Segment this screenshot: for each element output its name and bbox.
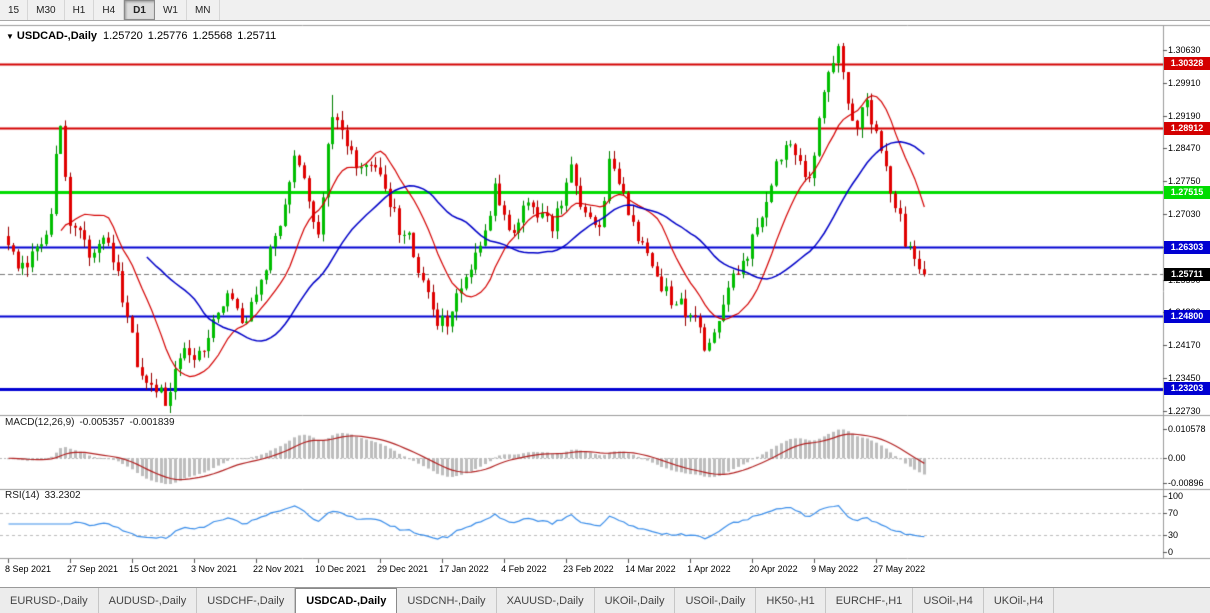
macd-signal-value: -0.001839 <box>129 417 175 428</box>
timeframe-button-w1[interactable]: W1 <box>155 0 187 20</box>
chart-tab-eurusd-daily[interactable]: EURUSD-,Daily <box>0 588 99 613</box>
price-axis-label: 1.29190 <box>1168 110 1201 121</box>
macd-label: MACD(12,26,9) -0.005357 -0.001839 <box>5 417 180 428</box>
chart-tab-usdcad-daily[interactable]: USDCAD-,Daily <box>295 588 398 613</box>
chart-tab-audusd-daily[interactable]: AUDUSD-,Daily <box>99 588 198 613</box>
macd-name: MACD(12,26,9) <box>5 417 75 428</box>
chart-tab-hk50-h1[interactable]: HK50-,H1 <box>756 588 826 613</box>
chart-tab-usdcnh-daily[interactable]: USDCNH-,Daily <box>397 588 497 613</box>
chart-tab-ukoil-daily[interactable]: UKOil-,Daily <box>595 588 676 613</box>
date-axis-label: 20 Apr 2022 <box>749 564 798 574</box>
price-axis-label: 1.24170 <box>1168 339 1201 350</box>
chart-symbol: USDCAD-,Daily <box>16 30 97 42</box>
ohlc-high: 1.25776 <box>147 30 188 42</box>
price-axis-label: 1.23450 <box>1168 372 1201 383</box>
current-price-tag: 1.25711 <box>1164 267 1210 281</box>
price-level-tag: 1.26303 <box>1164 240 1210 254</box>
timeframe-button-m30[interactable]: M30 <box>28 0 65 20</box>
date-axis-label: 14 Mar 2022 <box>625 564 676 574</box>
date-axis-label: 23 Feb 2022 <box>563 564 614 574</box>
price-axis-label: 1.27750 <box>1168 176 1201 187</box>
date-axis-label: 27 Sep 2021 <box>67 564 119 574</box>
price-level-tag: 1.27515 <box>1164 185 1210 199</box>
macd-axis-label: 0.00 <box>1168 453 1186 464</box>
macd-value: -0.005357 <box>79 417 125 428</box>
date-axis-label: 10 Dec 2021 <box>315 564 367 574</box>
price-level-tag: 1.24800 <box>1164 309 1210 323</box>
price-level-tag: 1.23203 <box>1164 382 1210 396</box>
date-axis-label: 4 Feb 2022 <box>501 564 547 574</box>
timeframe-toolbar: 15 M30 H1 H4 D1 W1 MN <box>0 0 1210 21</box>
ohlc-low: 1.25568 <box>192 30 233 42</box>
chart-tabs-bar: EURUSD-,Daily AUDUSD-,Daily USDCHF-,Daily U… <box>0 587 1210 613</box>
timeframe-button-15[interactable]: 15 <box>0 0 29 20</box>
macd-axis-label: -0.00896 <box>1168 477 1204 488</box>
date-axis-label: 22 Nov 2021 <box>253 564 305 574</box>
chart-tab-usdchf-daily[interactable]: USDCHF-,Daily <box>197 588 296 613</box>
rsi-axis-label: 70 <box>1168 507 1179 518</box>
price-axis-label: 1.27030 <box>1168 209 1201 220</box>
macd-axis-label: 0.010578 <box>1168 424 1206 435</box>
date-axis-label: 17 Jan 2022 <box>439 564 489 574</box>
rsi-name: RSI(14) <box>5 490 40 501</box>
chart-tab-xauusd-daily[interactable]: XAUUSD-,Daily <box>497 588 595 613</box>
date-axis-label: 3 Nov 2021 <box>191 564 238 574</box>
chart-tab-usoil-h4[interactable]: USOil-,H4 <box>913 588 984 613</box>
date-axis-label: 15 Oct 2021 <box>129 564 179 574</box>
chart-tab-eurchf-h1[interactable]: EURCHF-,H1 <box>826 588 914 613</box>
price-axis-label: 1.29910 <box>1168 77 1201 88</box>
rsi-axis-label: 0 <box>1168 547 1174 557</box>
date-axis-label: 29 Dec 2021 <box>377 564 429 574</box>
date-axis-label: 8 Sep 2021 <box>5 564 52 574</box>
date-axis-label: 1 Apr 2022 <box>687 564 731 574</box>
price-level-tag: 1.28912 <box>1164 121 1210 135</box>
timeframe-button-mn[interactable]: MN <box>187 0 220 20</box>
price-axis-label: 1.30630 <box>1168 44 1201 55</box>
timeframe-button-d1[interactable]: D1 <box>124 0 155 20</box>
rsi-axis-label: 30 <box>1168 530 1179 541</box>
date-axis-label: 9 May 2022 <box>811 564 859 574</box>
chart-collapse-icon[interactable]: ▼ <box>6 32 14 41</box>
chart-tab-ukoil-h4[interactable]: UKOil-,H4 <box>984 588 1055 613</box>
date-axis-label: 27 May 2022 <box>873 564 926 574</box>
timeframe-button-h4[interactable]: H4 <box>94 0 125 20</box>
rsi-value: 33.2302 <box>44 490 81 501</box>
price-axis-label: 1.28470 <box>1168 143 1201 154</box>
ohlc-open: 1.25720 <box>103 30 143 42</box>
chart-title: ▼ USDCAD-,Daily 1.25720 1.25776 1.25568 1.257… <box>6 30 281 42</box>
rsi-axis-label: 100 <box>1168 491 1184 501</box>
chart-tab-usoil-daily[interactable]: USOil-,Daily <box>675 588 757 613</box>
price-level-tag: 1.30328 <box>1164 57 1210 71</box>
price-axis-label: 1.22730 <box>1168 405 1201 416</box>
ohlc-close: 1.25711 <box>237 30 277 42</box>
timeframe-button-h1[interactable]: H1 <box>65 0 95 20</box>
rsi-label: RSI(14) 33.2302 <box>5 490 86 501</box>
